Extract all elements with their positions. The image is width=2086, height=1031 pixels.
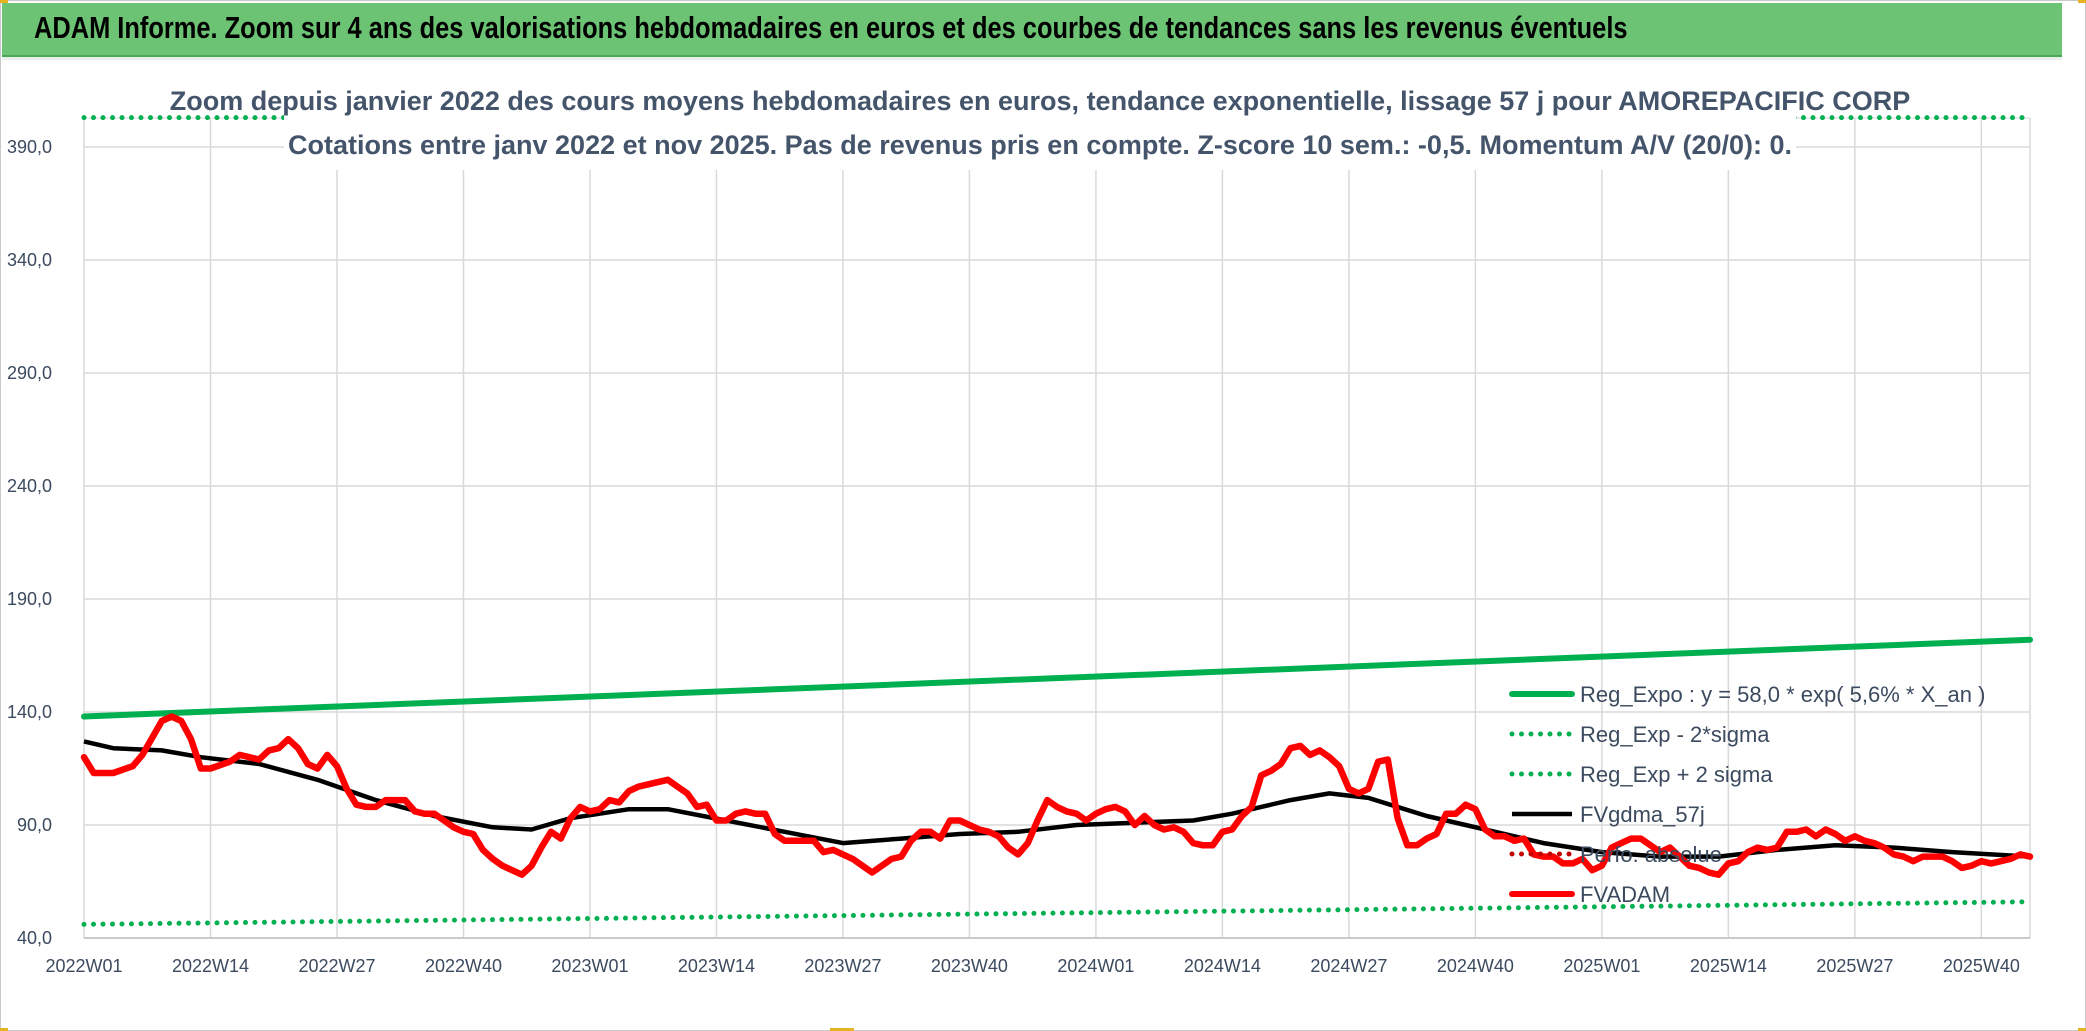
legend-label-reg_minus: Reg_Exp - 2*sigma xyxy=(1580,722,1770,747)
legend-label-fvgdma: FVgdma_57j xyxy=(1580,802,1705,827)
series-layer xyxy=(80,115,2034,927)
x-tick-label: 2023W27 xyxy=(804,956,881,976)
series-line-fvadam xyxy=(80,713,2034,878)
y-tick-label: 140,0 xyxy=(7,702,52,722)
x-tick-label: 2023W01 xyxy=(551,956,628,976)
x-tick-label: 2023W40 xyxy=(931,956,1008,976)
y-tick-label: 290,0 xyxy=(7,363,52,383)
legend-label-reg_expo: Reg_Expo : y = 58,0 * exp( 5,6% * X_an ) xyxy=(1580,682,1985,707)
y-tick-label: 190,0 xyxy=(7,589,52,609)
y-tick-label: 90,0 xyxy=(17,815,52,835)
report-banner: ADAM Informe. Zoom sur 4 ans des valoris… xyxy=(2,3,2062,57)
x-tick-label: 2022W27 xyxy=(298,956,375,976)
x-tick-label: 2024W40 xyxy=(1437,956,1514,976)
x-tick-label: 2025W14 xyxy=(1690,956,1767,976)
x-tick-label: 2022W40 xyxy=(425,956,502,976)
y-tick-label: 240,0 xyxy=(7,476,52,496)
grid xyxy=(83,117,2031,939)
series-line-reg_expo xyxy=(81,636,2033,720)
series-line-reg_minus xyxy=(81,899,2033,927)
axes: 40,0 90,0 140,0 190,0 240,0 290,0 340,0 390,0 20… xyxy=(7,137,2030,976)
x-tick-label: 2024W01 xyxy=(1057,956,1134,976)
x-tick-label: 2025W27 xyxy=(1816,956,1893,976)
frame-corner xyxy=(0,1028,8,1031)
y-tick-label: 390,0 xyxy=(7,137,52,157)
legend-label-fvadam: FVADAM xyxy=(1580,882,1670,907)
chart-title-line-1: Zoom depuis janvier 2022 des cours moyen… xyxy=(170,86,1911,116)
x-tick-label: 2025W01 xyxy=(1563,956,1640,976)
x-tick-label: 2024W14 xyxy=(1184,956,1261,976)
x-tick-label: 2024W27 xyxy=(1310,956,1387,976)
frame-corner xyxy=(2078,1028,2086,1031)
legend-label-reg_plus: Reg_Exp + 2 sigma xyxy=(1580,762,1773,787)
banner-shadow xyxy=(2,57,2062,60)
y-tick-label: 340,0 xyxy=(7,250,52,270)
frame-corner xyxy=(2078,0,2086,3)
chart-title-area: Zoom depuis janvier 2022 des cours moyen… xyxy=(170,78,1911,170)
chart-title-background xyxy=(284,78,1796,170)
x-tick-label: 2022W14 xyxy=(172,956,249,976)
report-title: ADAM Informe. Zoom sur 4 ans des valoris… xyxy=(34,10,1628,45)
x-tick-label: 2023W14 xyxy=(678,956,755,976)
x-tick-label: 2025W40 xyxy=(1943,956,2020,976)
x-tick-label: 2022W01 xyxy=(45,956,122,976)
frame-handle xyxy=(830,1028,854,1031)
frame-corner xyxy=(0,0,8,3)
chart-title-line-2: Cotations entre janv 2022 et nov 2025. P… xyxy=(288,130,1792,160)
legend-label-perf: Perfo. absolue xyxy=(1580,842,1722,867)
series-line-fvgdma xyxy=(83,739,2031,859)
y-tick-label: 40,0 xyxy=(17,928,52,948)
legend: Reg_Expo : y = 58,0 * exp( 5,6% * X_an )… xyxy=(1509,682,1985,907)
